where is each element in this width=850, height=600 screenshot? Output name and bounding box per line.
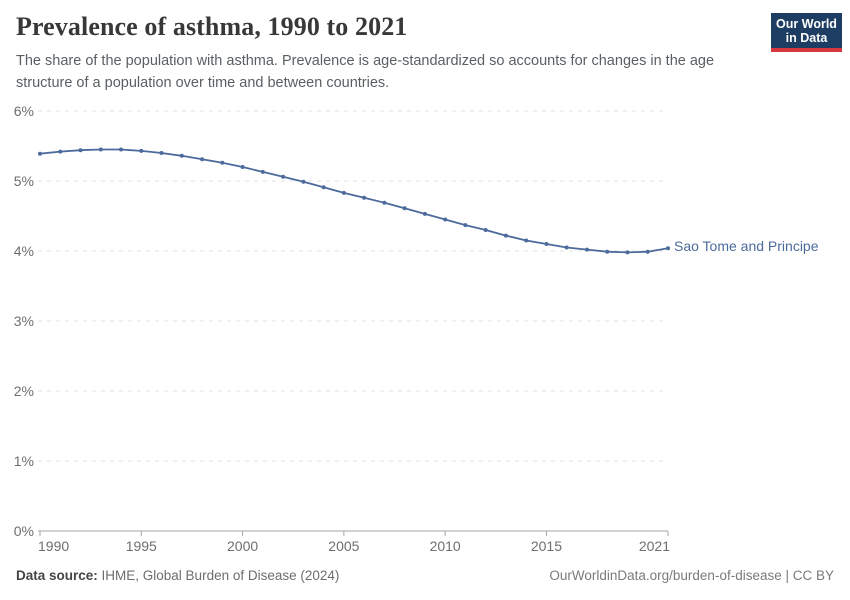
owid-logo-line2: in Data: [785, 30, 828, 45]
data-point[interactable]: [402, 206, 407, 211]
owid-logo[interactable]: Our World in Data: [771, 13, 842, 52]
data-point[interactable]: [301, 179, 306, 184]
data-point[interactable]: [200, 157, 205, 162]
data-point[interactable]: [362, 195, 367, 200]
data-point[interactable]: [240, 165, 245, 169]
data-point[interactable]: [463, 223, 468, 228]
owid-logo-line1: Our World: [776, 16, 837, 31]
data-source-label: Data source:: [16, 568, 98, 583]
data-point[interactable]: [645, 249, 650, 254]
y-tick-label: 2%: [14, 383, 34, 399]
data-point[interactable]: [119, 147, 123, 152]
data-point[interactable]: [159, 151, 164, 155]
data-point[interactable]: [139, 148, 144, 153]
gridlines: [38, 110, 668, 462]
data-point[interactable]: [666, 246, 670, 251]
data-point[interactable]: [78, 148, 83, 153]
data-point[interactable]: [625, 250, 630, 255]
page-subtitle: The share of the population with asthma.…: [16, 53, 715, 91]
x-tick-label: 1995: [126, 538, 157, 554]
x-axis: [38, 530, 669, 536]
data-point[interactable]: [544, 242, 549, 246]
x-tick-label: 1990: [38, 538, 69, 554]
x-tick-label: 2010: [430, 538, 461, 554]
data-point[interactable]: [443, 217, 448, 222]
y-tick-label: 3%: [14, 313, 34, 329]
data-point[interactable]: [483, 228, 488, 232]
data-point[interactable]: [321, 185, 326, 190]
series-label-sao-tome-and-principe[interactable]: Sao Tome and Principe: [674, 238, 819, 254]
x-tick-label: 2021: [639, 538, 670, 554]
data-point[interactable]: [341, 190, 346, 195]
data-point[interactable]: [98, 147, 103, 152]
data-point[interactable]: [58, 149, 63, 154]
data-point[interactable]: [585, 247, 589, 252]
data-point[interactable]: [382, 200, 387, 205]
data-point[interactable]: [503, 233, 508, 238]
data-point[interactable]: [564, 245, 569, 250]
y-tick-label: 4%: [14, 243, 34, 259]
y-tick-label: 1%: [14, 453, 34, 469]
x-axis-labels: 1990 1995 2000 2005 2010 2015 2021: [38, 538, 670, 554]
y-tick-label: 0%: [14, 523, 34, 539]
data-point[interactable]: [422, 211, 427, 216]
series-line-sao-tome-and-principe[interactable]: [38, 147, 670, 255]
data-point[interactable]: [38, 151, 42, 156]
y-tick-label: 6%: [14, 103, 34, 119]
series-path[interactable]: [39, 148, 669, 254]
credit-link[interactable]: OurWorldinData.org/burden-of-disease | C…: [549, 568, 834, 583]
data-point[interactable]: [605, 249, 610, 254]
data-point[interactable]: [281, 174, 286, 179]
data-point[interactable]: [524, 238, 529, 243]
x-tick-label: 2015: [531, 538, 562, 554]
data-source-value: IHME, Global Burden of Disease (2024): [97, 568, 340, 583]
x-tick-label: 2000: [227, 538, 258, 554]
y-axis-labels: 0% 1% 2% 3% 4% 5% 6%: [14, 103, 34, 539]
data-point[interactable]: [179, 153, 184, 158]
x-tick-label: 2005: [328, 538, 359, 554]
data-source-text: Data source: IHME, Global Burden of Dise…: [16, 568, 339, 583]
y-tick-label: 5%: [14, 173, 34, 189]
page-title: Prevalence of asthma, 1990 to 2021: [16, 12, 408, 41]
data-point[interactable]: [260, 169, 265, 174]
data-point[interactable]: [220, 160, 225, 165]
